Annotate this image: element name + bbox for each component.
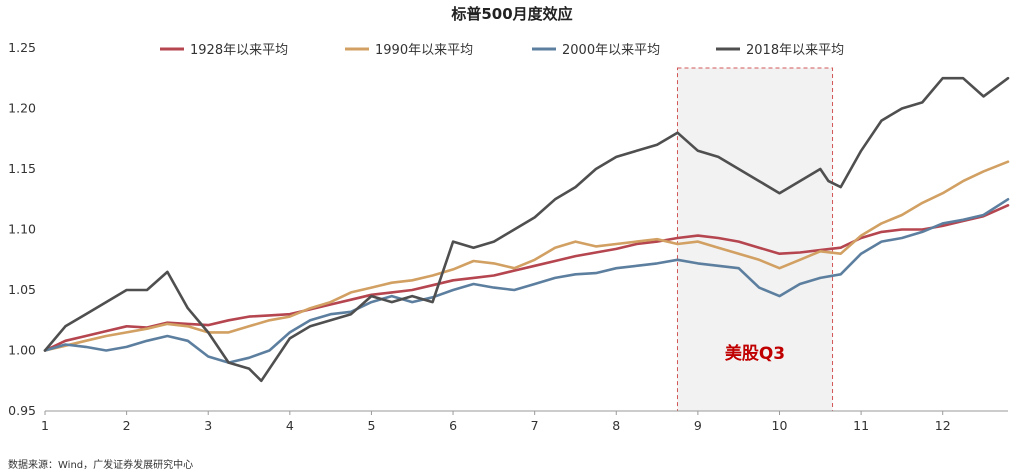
y-tick-label: 1.05 — [8, 282, 36, 297]
legend-label-2: 1990年以来平均 — [375, 43, 473, 58]
x-tick-label: 7 — [531, 418, 539, 433]
y-tick-label: 1.20 — [8, 101, 36, 116]
chart-axes: 1 2 3 4 5 6 7 8 9 10 11 120.951.001.051.101.151.201… — [8, 40, 1008, 433]
x-tick-label: 3 — [204, 418, 212, 433]
chart-series — [43, 76, 1010, 383]
x-tick-label: 5 — [367, 418, 375, 433]
legend-label-1: 1928年以来平均 — [190, 43, 288, 58]
x-tick-label: 11 — [853, 418, 869, 433]
y-tick-label: 1.10 — [8, 222, 36, 237]
y-tick-label: 1.25 — [8, 40, 36, 55]
highlight-region — [676, 67, 834, 412]
series-line-2 — [43, 160, 1010, 352]
series-line-3 — [43, 198, 1010, 364]
x-tick-label: 4 — [286, 418, 294, 433]
legend-label-3: 2000年以来平均 — [562, 43, 660, 58]
legend-label-4: 2018年以来平均 — [746, 43, 844, 58]
x-tick-label: 12 — [935, 418, 951, 433]
x-tick-label: 9 — [694, 418, 702, 433]
source-note: 数据来源：Wind，广发证券发展研究中心 — [8, 458, 193, 471]
x-tick-label: 1 — [41, 418, 49, 433]
q3-highlight: 美股Q3 — [676, 67, 834, 412]
highlight-label: 美股Q3 — [725, 343, 785, 364]
y-tick-label: 0.95 — [8, 403, 36, 418]
x-tick-label: 2 — [123, 418, 131, 433]
y-tick-label: 1.15 — [8, 161, 36, 176]
series-line-4 — [43, 76, 1010, 383]
x-tick-label: 8 — [612, 418, 620, 433]
y-tick-label: 1.00 — [8, 343, 36, 358]
series-line-1 — [43, 204, 1010, 352]
x-tick-label: 6 — [449, 418, 457, 433]
chart-title: 标普500月度效应 — [450, 5, 572, 23]
x-tick-label: 10 — [772, 418, 788, 433]
chart-legend: 1928年以来平均 1990年以来平均 2000年以来平均 2018年以来平均 — [160, 43, 844, 58]
